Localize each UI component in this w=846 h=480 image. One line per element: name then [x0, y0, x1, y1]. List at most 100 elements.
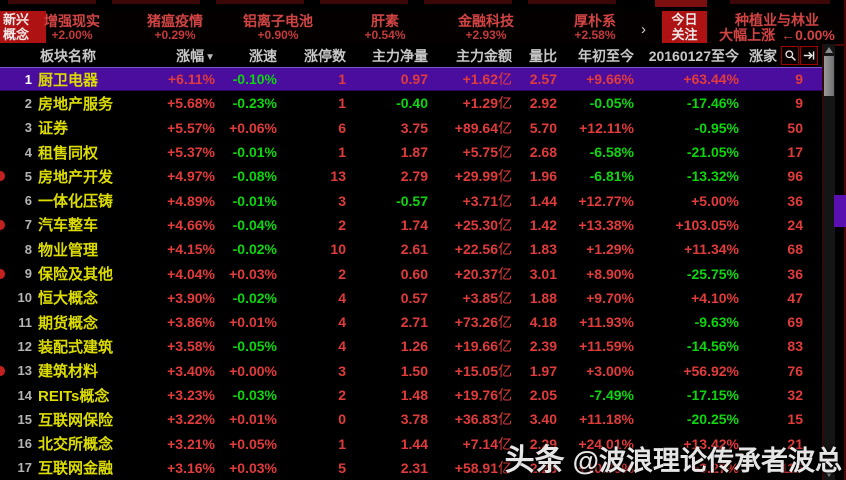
change-speed-cell: +0.00%	[229, 362, 277, 379]
sector-name-cell: 房地产服务	[38, 95, 114, 113]
hot-sector-change: +0.90%	[257, 27, 299, 42]
table-row[interactable]: 16 北交所概念 +3.21% +0.05% 1 1.44 +7.14亿 2.2…	[0, 431, 822, 455]
change-pct-cell: +3.86%	[167, 314, 215, 331]
table-row[interactable]: 14 REITs概念 +3.23% -0.03% 2 1.48 +19.76亿 …	[0, 383, 822, 407]
tab-new-concepts[interactable]: 新兴 概念	[0, 11, 46, 43]
table-row[interactable]: 6 一体化压铸 +4.89% -0.01% 3 -0.57 +3.71亿 1.4…	[0, 188, 822, 212]
money-unit: 亿	[498, 411, 512, 428]
change-pct-cell: +3.40%	[167, 362, 215, 379]
change-speed-cell: -0.08%	[232, 168, 277, 185]
hot-sector-name: 猪瘟疫情	[147, 12, 203, 29]
limit-up-count-cell: 6	[338, 119, 346, 136]
vertical-scrollbar[interactable]	[822, 44, 835, 480]
expand-arrow-icon[interactable]: ›	[641, 21, 646, 38]
main-amount-cell: +15.05亿	[454, 362, 512, 379]
change-pct-cell: +4.66%	[167, 216, 215, 233]
money-unit: 亿	[498, 387, 512, 403]
since-date-cell: -13.32%	[686, 168, 739, 185]
up-count-cell: 9	[795, 95, 803, 112]
table-row[interactable]: 9 保险及其他 +4.04% +0.03% 2 0.60 +20.37亿 3.0…	[0, 261, 822, 285]
right-edge-border	[844, 0, 846, 480]
hot-sector-item[interactable]: 猪瘟疫情 +0.29%	[110, 10, 240, 44]
table-row[interactable]: 15 互联网保险 +3.22% +0.01% 0 3.78 +36.83亿 3.…	[0, 407, 822, 431]
table-row[interactable]: 12 装配式建筑 +3.58% -0.05% 4 1.26 +19.66亿 2.…	[0, 334, 822, 358]
tab-today-focus[interactable]: 今日 关注	[662, 11, 707, 43]
money-unit: 亿	[498, 216, 512, 233]
header-up-count[interactable]: 涨家	[749, 47, 777, 64]
table-row[interactable]: 5 房地产开发 +4.97% -0.08% 13 2.79 +29.99亿 1.…	[0, 164, 822, 188]
row-index: 14	[17, 387, 32, 403]
header-change-pct[interactable]: 涨幅▼	[176, 47, 215, 64]
main-net-volume-cell: 3.78	[400, 411, 428, 428]
header-sector-name[interactable]: 板块名称	[40, 47, 96, 64]
goto-end-icon[interactable]	[800, 46, 818, 65]
main-net-volume-cell: 3.75	[400, 119, 428, 136]
scroll-down-icon[interactable]	[825, 471, 833, 477]
sector-name-cell: 恒大概念	[38, 290, 99, 308]
table-row[interactable]: 4 租售同权 +5.37% -0.01% 1 1.87 +5.75亿 2.68 …	[0, 140, 822, 164]
limit-up-count-cell: 2	[338, 265, 346, 282]
hot-sector-item[interactable]: 增强现实 +2.00%	[7, 10, 137, 44]
focus-sector-change: ←0.00%	[781, 26, 835, 43]
change-pct-cell: +4.04%	[167, 265, 215, 282]
ytd-cell: +13.38%	[578, 216, 634, 233]
tab-new-concepts-line2: 概念	[2, 27, 29, 42]
hot-sector-item[interactable]: 厚朴系 +2.58%	[530, 10, 660, 44]
money-unit: 亿	[498, 168, 512, 185]
table-row[interactable]: 1 厨卫电器 +6.11% -0.10% 1 0.97 +1.62亿 2.57 …	[0, 67, 822, 92]
sector-name-cell: 期货概念	[38, 314, 99, 332]
main-amount-cell: +3.85亿	[462, 289, 512, 306]
table-row[interactable]: 17 互联网金融 +3.16% +0.03% 5 2.31 +58.91亿 2.…	[0, 456, 822, 480]
scroll-up-icon[interactable]	[825, 47, 833, 53]
change-speed-cell: +0.03%	[229, 459, 277, 476]
table-row[interactable]: 7 汽车整车 +4.66% -0.04% 2 1.74 +25.30亿 1.42…	[0, 213, 822, 237]
today-focus-item[interactable]: 种植业与林业 大幅上涨 ←0.00%	[708, 10, 846, 44]
since-date-cell: -25.75%	[686, 265, 739, 282]
hot-sector-item[interactable]: 铝离子电池 +0.90%	[213, 10, 343, 44]
main-net-volume-cell: 1.48	[400, 387, 428, 403]
up-count-cell: 24	[787, 216, 803, 233]
header-change-speed[interactable]: 涨速	[249, 47, 277, 64]
table-row[interactable]: 13 建筑材料 +3.40% +0.00% 3 1.50 +15.05亿 1.9…	[0, 359, 822, 383]
since-date-cell: -0.95%	[694, 119, 739, 136]
ytd-cell: +11.59%	[579, 338, 634, 355]
hot-sector-item[interactable]: 肝素 +0.54%	[320, 10, 450, 44]
table-row[interactable]: 8 物业管理 +4.15% -0.02% 10 2.61 +22.56亿 1.8…	[0, 237, 822, 261]
header-limit-up-count[interactable]: 涨停数	[304, 47, 346, 64]
main-net-volume-cell: 2.61	[400, 241, 428, 258]
sector-name-cell: REITs概念	[38, 387, 110, 405]
row-index: 4	[24, 144, 32, 160]
volume-ratio-cell: 2.05	[529, 387, 557, 403]
sector-name-cell: 装配式建筑	[38, 338, 114, 356]
scrollbar-thumb[interactable]	[824, 56, 834, 96]
table-row[interactable]: 10 恒大概念 +3.90% -0.02% 4 0.57 +3.85亿 1.88…	[0, 286, 822, 310]
since-date-cell: -21.05%	[686, 144, 739, 161]
since-date-cell: -17.15%	[686, 387, 739, 403]
volume-ratio-cell: 2.29	[529, 435, 557, 452]
main-amount-cell: +89.64亿	[454, 119, 512, 136]
limit-up-count-cell: 2	[338, 387, 346, 403]
main-net-volume-cell: 0.60	[400, 265, 428, 282]
limit-up-count-cell: 1	[338, 71, 346, 88]
money-unit: 亿	[498, 289, 512, 306]
sector-name-cell: 厨卫电器	[38, 71, 99, 89]
change-speed-cell: -0.04%	[232, 216, 277, 233]
row-index: 10	[17, 290, 32, 306]
header-volume-ratio[interactable]: 量比	[529, 47, 557, 64]
header-tools	[781, 46, 818, 65]
volume-ratio-cell: 2.39	[529, 338, 557, 355]
table-row[interactable]: 11 期货概念 +3.86% +0.01% 4 2.71 +73.26亿 4.1…	[0, 310, 822, 334]
row-index: 1	[24, 71, 32, 87]
header-since-date[interactable]: 20160127至今	[648, 47, 739, 64]
header-main-net-volume[interactable]: 主力净量	[372, 47, 428, 64]
money-unit: 亿	[498, 338, 512, 355]
header-ytd[interactable]: 年初至今	[578, 47, 634, 64]
sector-name-cell: 建筑材料	[38, 363, 99, 381]
table-row[interactable]: 3 证券 +5.57% +0.06% 6 3.75 +89.64亿 5.70 +…	[0, 116, 822, 140]
search-icon[interactable]	[781, 46, 799, 65]
header-main-amount[interactable]: 主力金额	[456, 47, 512, 64]
hot-sector-item[interactable]: 金融科技 +2.93%	[421, 10, 551, 44]
table-row[interactable]: 2 房地产服务 +5.68% -0.23% 1 -0.40 +1.29亿 2.9…	[0, 91, 822, 115]
hot-sector-name: 厚朴系	[574, 12, 616, 29]
change-pct-cell: +6.11%	[167, 71, 215, 88]
